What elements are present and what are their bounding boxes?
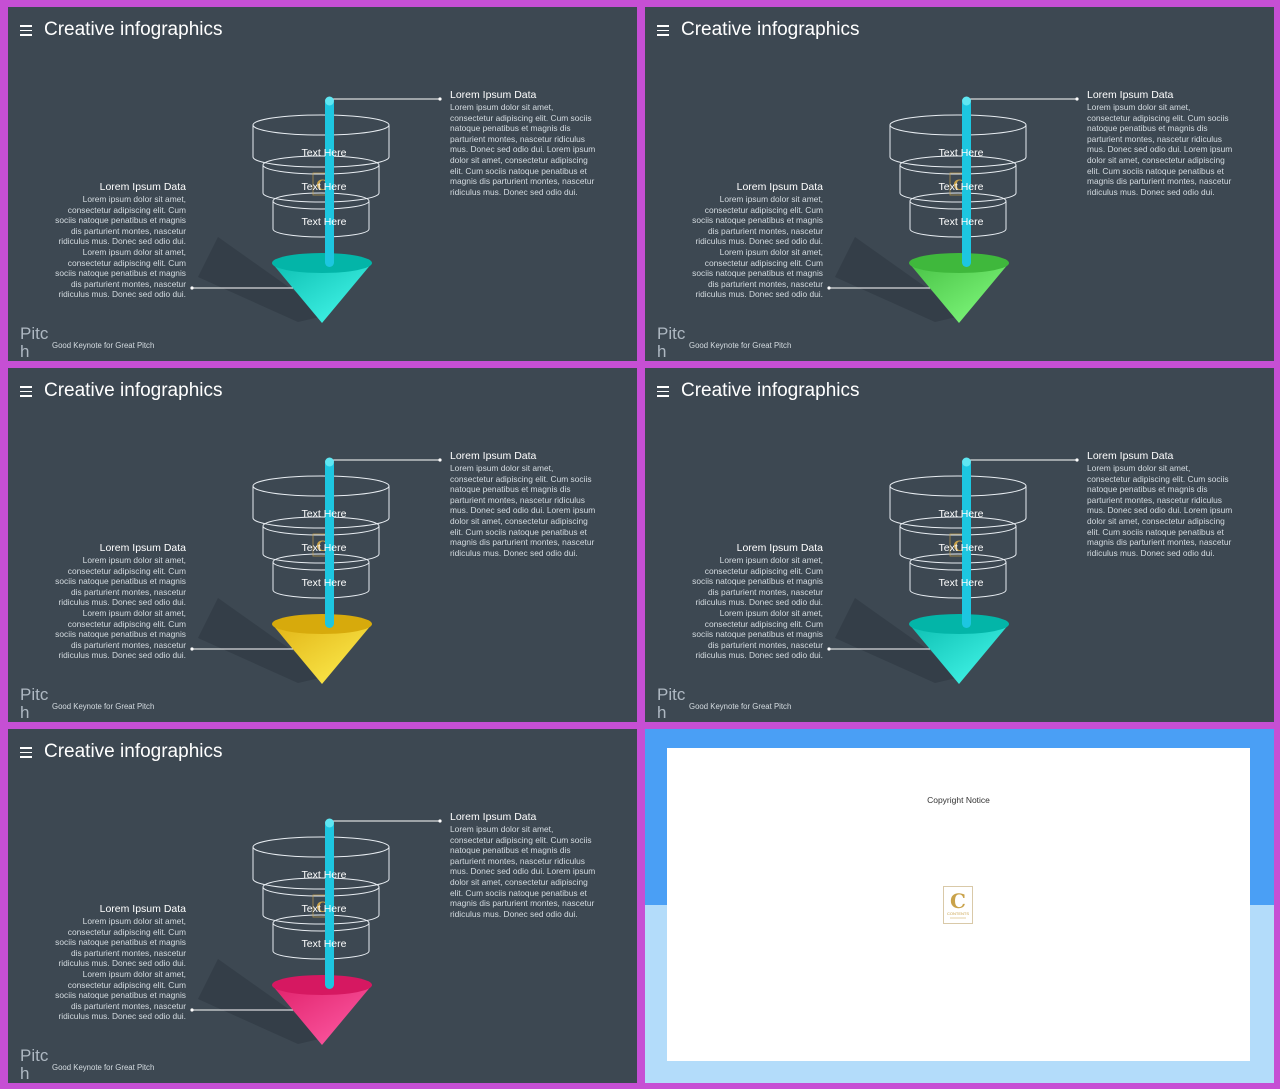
funnel-label-2: Text Here: [301, 542, 347, 554]
tagline: Good Keynote for Great Pitch: [52, 341, 155, 350]
funnel-label-3: Text Here: [938, 216, 984, 228]
slide-2[interactable]: Creative infographics: [645, 7, 1274, 361]
funnel-graphic: C: [190, 818, 442, 1045]
tagline: Good Keynote for Great Pitch: [689, 702, 792, 711]
svg-text:C: C: [316, 539, 327, 555]
funnel-label-1: Text Here: [938, 508, 984, 520]
slide-5[interactable]: Creative infographics: [8, 729, 637, 1083]
funnel-label-1: Text Here: [301, 147, 347, 159]
slide-4[interactable]: Creative infographics: [645, 368, 1274, 722]
slide-title: Creative infographics: [681, 380, 860, 401]
slide-copyright[interactable]: Copyright Notice C CONTENTS: [645, 729, 1274, 1083]
right-data-body: Lorem ipsum dolor sit amet, consectetur …: [450, 102, 596, 197]
left-text-block: Lorem Ipsum Data Lorem ipsum dolor sit a…: [687, 182, 823, 300]
left-data-title: Lorem Ipsum Data: [99, 903, 186, 915]
tagline: Good Keynote for Great Pitch: [689, 341, 792, 350]
right-data-title: Lorem Ipsum Data: [1087, 89, 1174, 101]
right-data-body: Lorem ipsum dolor sit amet, consectetur …: [450, 824, 596, 919]
svg-text:C: C: [953, 539, 964, 555]
contents-logo: C CONTENTS: [943, 886, 973, 924]
funnel-label-3: Text Here: [301, 938, 347, 950]
funnel-graphic: C: [827, 457, 1079, 684]
svg-text:C: C: [950, 889, 966, 913]
right-data-body: Lorem ipsum dolor sit amet, consectetur …: [1087, 102, 1233, 197]
right-text-block: Lorem Ipsum Data Lorem ipsum dolor sit a…: [1087, 451, 1235, 558]
copyright-page: Copyright Notice C CONTENTS: [667, 748, 1250, 1061]
menu-icon[interactable]: [657, 25, 669, 36]
svg-text:C: C: [953, 178, 964, 194]
funnel-label-2: Text Here: [938, 181, 984, 193]
funnel-graphic: C: [190, 96, 442, 323]
slide-1[interactable]: Creative infographics: [8, 7, 637, 361]
svg-text:C: C: [316, 178, 327, 194]
right-data-body: Lorem ipsum dolor sit amet, consectetur …: [1087, 463, 1233, 558]
svg-text:C: C: [316, 900, 327, 916]
funnel-label-2: Text Here: [301, 903, 347, 915]
right-text-block: Lorem Ipsum Data Lorem ipsum dolor sit a…: [450, 812, 598, 919]
funnel-label-2: Text Here: [938, 542, 984, 554]
left-data-body: Lorem ipsum dolor sit amet, consectetur …: [55, 555, 186, 661]
slide-title: Creative infographics: [681, 19, 860, 40]
pitch-logo: Pitch: [20, 324, 49, 361]
right-text-block: Lorem Ipsum Data Lorem ipsum dolor sit a…: [1087, 90, 1235, 197]
left-data-body: Lorem ipsum dolor sit amet, consectetur …: [55, 916, 186, 1022]
right-data-body: Lorem ipsum dolor sit amet, consectetur …: [450, 463, 596, 558]
copyright-title: Copyright Notice: [927, 795, 990, 805]
pitch-logo: Pitch: [657, 324, 686, 361]
left-text-block: Lorem Ipsum Data Lorem ipsum dolor sit a…: [50, 904, 186, 1022]
right-data-title: Lorem Ipsum Data: [450, 811, 537, 823]
right-data-title: Lorem Ipsum Data: [450, 450, 537, 462]
menu-icon[interactable]: [20, 747, 32, 758]
menu-icon[interactable]: [657, 386, 669, 397]
pitch-logo: Pitch: [657, 685, 686, 722]
funnel-label-3: Text Here: [938, 577, 984, 589]
left-data-body: Lorem ipsum dolor sit amet, consectetur …: [692, 555, 823, 661]
right-data-title: Lorem Ipsum Data: [450, 89, 537, 101]
slide-title: Creative infographics: [44, 380, 223, 401]
slide-title: Creative infographics: [44, 19, 223, 40]
menu-icon[interactable]: [20, 25, 32, 36]
funnel-label-3: Text Here: [301, 577, 347, 589]
funnel-label-1: Text Here: [301, 508, 347, 520]
slide-title: Creative infographics: [44, 741, 223, 762]
left-data-title: Lorem Ipsum Data: [736, 181, 823, 193]
right-data-title: Lorem Ipsum Data: [1087, 450, 1174, 462]
left-data-body: Lorem ipsum dolor sit amet, consectetur …: [55, 194, 186, 300]
left-text-block: Lorem Ipsum Data Lorem ipsum dolor sit a…: [687, 543, 823, 661]
pitch-logo: Pitch: [20, 685, 49, 722]
svg-text:CONTENTS: CONTENTS: [947, 911, 969, 916]
tagline: Good Keynote for Great Pitch: [52, 1063, 155, 1072]
pitch-logo: Pitch: [20, 1046, 49, 1083]
funnel-label-1: Text Here: [938, 147, 984, 159]
funnel-label-1: Text Here: [301, 869, 347, 881]
left-data-title: Lorem Ipsum Data: [99, 181, 186, 193]
left-data-title: Lorem Ipsum Data: [736, 542, 823, 554]
left-data-body: Lorem ipsum dolor sit amet, consectetur …: [692, 194, 823, 300]
funnel-label-2: Text Here: [301, 181, 347, 193]
left-text-block: Lorem Ipsum Data Lorem ipsum dolor sit a…: [50, 543, 186, 661]
menu-icon[interactable]: [20, 386, 32, 397]
right-text-block: Lorem Ipsum Data Lorem ipsum dolor sit a…: [450, 451, 598, 558]
tagline: Good Keynote for Great Pitch: [52, 702, 155, 711]
funnel-graphic: C: [827, 96, 1079, 323]
right-text-block: Lorem Ipsum Data Lorem ipsum dolor sit a…: [450, 90, 598, 197]
funnel-label-3: Text Here: [301, 216, 347, 228]
left-data-title: Lorem Ipsum Data: [99, 542, 186, 554]
slide-3[interactable]: Creative infographics: [8, 368, 637, 722]
funnel-graphic: C: [190, 457, 442, 684]
left-text-block: Lorem Ipsum Data Lorem ipsum dolor sit a…: [50, 182, 186, 300]
